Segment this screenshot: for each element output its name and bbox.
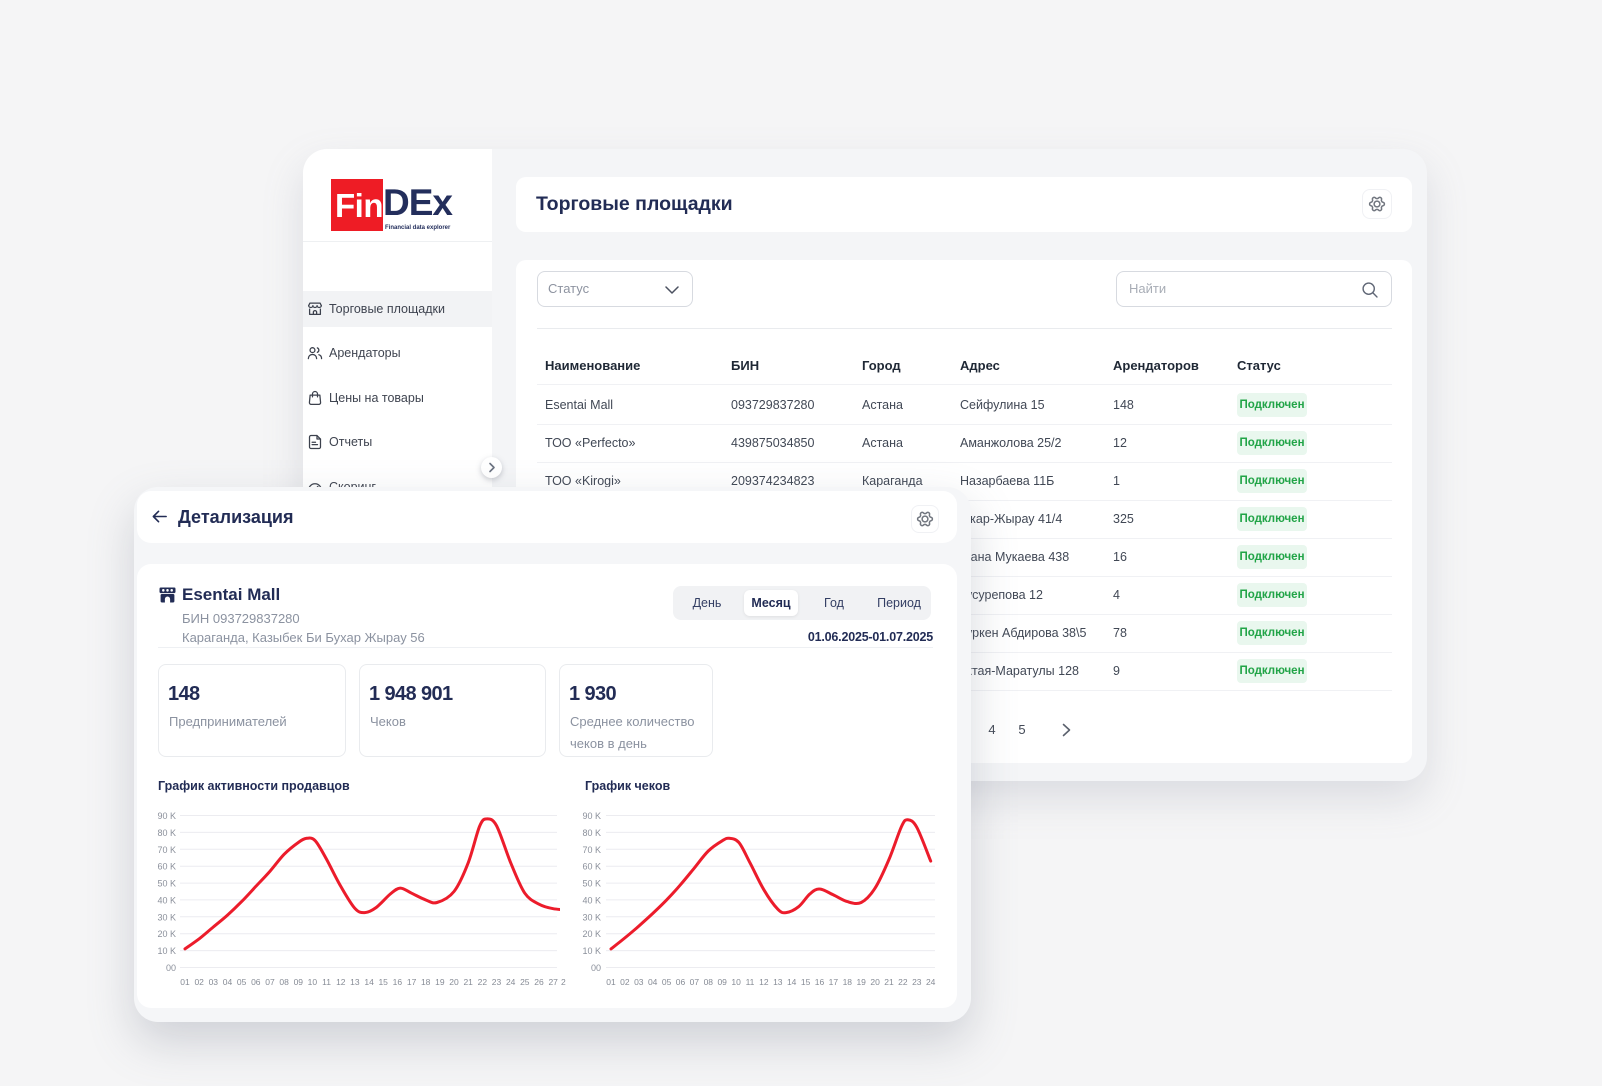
svg-text:80 K: 80 K xyxy=(582,828,601,838)
svg-text:30 K: 30 K xyxy=(582,912,601,922)
svg-text:70 K: 70 K xyxy=(157,845,176,855)
svg-text:12: 12 xyxy=(336,977,346,987)
svg-text:80 K: 80 K xyxy=(157,828,176,838)
svg-text:01: 01 xyxy=(180,977,190,987)
svg-text:13: 13 xyxy=(773,977,783,987)
svg-text:90 K: 90 K xyxy=(157,811,176,821)
svg-text:2: 2 xyxy=(561,977,566,987)
svg-text:12: 12 xyxy=(759,977,769,987)
svg-text:17: 17 xyxy=(829,977,839,987)
svg-text:03: 03 xyxy=(209,977,219,987)
svg-text:11: 11 xyxy=(746,977,755,987)
svg-text:30 K: 30 K xyxy=(157,912,176,922)
svg-text:17: 17 xyxy=(407,977,417,987)
svg-text:15: 15 xyxy=(378,977,388,987)
svg-text:50 K: 50 K xyxy=(582,879,601,889)
svg-text:23: 23 xyxy=(912,977,922,987)
svg-text:01: 01 xyxy=(606,977,616,987)
svg-text:14: 14 xyxy=(364,977,374,987)
svg-text:04: 04 xyxy=(648,977,658,987)
svg-text:23: 23 xyxy=(492,977,502,987)
svg-text:60 K: 60 K xyxy=(582,862,601,872)
svg-text:22: 22 xyxy=(898,977,908,987)
svg-text:60 K: 60 K xyxy=(157,862,176,872)
svg-text:21: 21 xyxy=(884,977,894,987)
svg-text:20: 20 xyxy=(870,977,880,987)
svg-text:08: 08 xyxy=(704,977,714,987)
svg-text:40 K: 40 K xyxy=(157,895,176,905)
svg-text:07: 07 xyxy=(690,977,700,987)
svg-text:16: 16 xyxy=(815,977,825,987)
svg-text:02: 02 xyxy=(620,977,630,987)
svg-text:40 K: 40 K xyxy=(582,895,601,905)
svg-text:09: 09 xyxy=(294,977,304,987)
svg-text:10 K: 10 K xyxy=(157,946,176,956)
svg-text:11: 11 xyxy=(322,977,331,987)
svg-text:90 K: 90 K xyxy=(582,811,601,821)
svg-text:18: 18 xyxy=(421,977,431,987)
svg-text:24: 24 xyxy=(926,977,936,987)
svg-text:26: 26 xyxy=(534,977,544,987)
svg-text:05: 05 xyxy=(237,977,247,987)
svg-text:04: 04 xyxy=(223,977,233,987)
svg-text:14: 14 xyxy=(787,977,797,987)
svg-text:20: 20 xyxy=(449,977,459,987)
svg-text:08: 08 xyxy=(279,977,289,987)
svg-text:21: 21 xyxy=(463,977,473,987)
svg-text:06: 06 xyxy=(676,977,686,987)
svg-text:06: 06 xyxy=(251,977,261,987)
svg-text:25: 25 xyxy=(520,977,530,987)
svg-text:02: 02 xyxy=(194,977,204,987)
svg-text:70 K: 70 K xyxy=(582,845,601,855)
svg-text:22: 22 xyxy=(478,977,488,987)
svg-text:09: 09 xyxy=(717,977,727,987)
svg-text:24: 24 xyxy=(506,977,516,987)
svg-text:03: 03 xyxy=(634,977,644,987)
svg-text:10: 10 xyxy=(308,977,318,987)
svg-text:20 K: 20 K xyxy=(157,929,176,939)
svg-text:10 K: 10 K xyxy=(582,946,601,956)
svg-text:10: 10 xyxy=(731,977,741,987)
svg-text:50 K: 50 K xyxy=(157,879,176,889)
svg-text:00: 00 xyxy=(166,963,176,973)
svg-text:15: 15 xyxy=(801,977,811,987)
svg-text:07: 07 xyxy=(265,977,275,987)
svg-text:16: 16 xyxy=(393,977,403,987)
svg-text:20 K: 20 K xyxy=(582,929,601,939)
svg-text:05: 05 xyxy=(662,977,672,987)
svg-text:13: 13 xyxy=(350,977,360,987)
svg-text:18: 18 xyxy=(843,977,853,987)
svg-text:19: 19 xyxy=(435,977,445,987)
svg-text:19: 19 xyxy=(856,977,866,987)
svg-text:00: 00 xyxy=(591,963,601,973)
svg-text:27: 27 xyxy=(548,977,558,987)
